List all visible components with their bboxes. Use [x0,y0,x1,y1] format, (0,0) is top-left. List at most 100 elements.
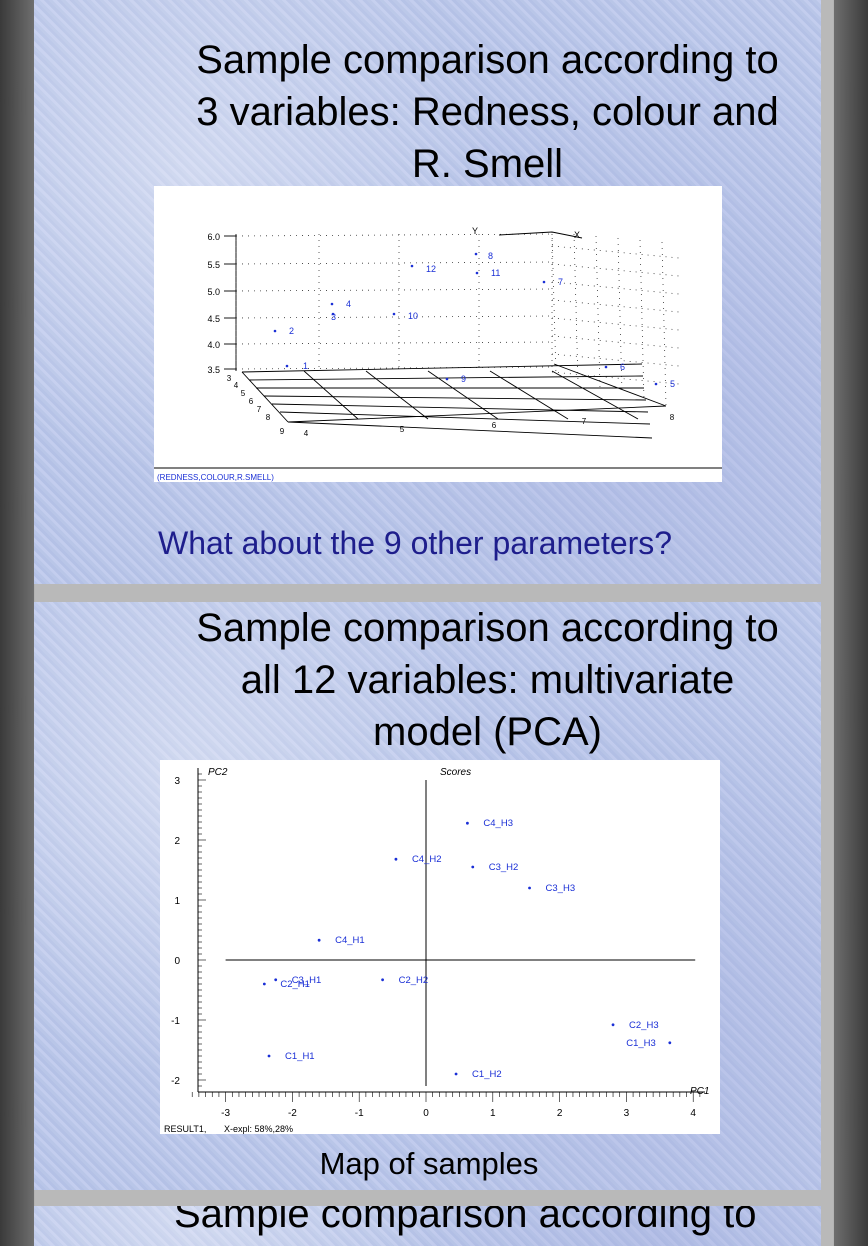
right-wall-horizontal [551,371,680,385]
plot-3d-point [330,302,334,306]
pca-point-label: C3_H3 [546,883,576,894]
plot-3d-point [542,280,546,284]
plot-3d-point [654,382,658,386]
plot-3d-point-label: 9 [461,374,466,384]
pca-x-tick-label: -3 [221,1108,230,1119]
pca-y-tick-label: -2 [171,1076,180,1087]
pca-point-label: C1_H1 [285,1051,315,1062]
pca-point [611,1023,615,1027]
right-top-edge [551,231,583,239]
plot-3d-point [475,271,479,275]
pca-point [262,982,266,986]
floor-front-edge [287,405,667,423]
depth-tick-label: 3 [227,374,232,383]
pca-x-tick-label: 0 [423,1108,429,1119]
plot-3d-point [285,364,289,368]
pca-footer-explained: X-expl: 58%,28% [224,1124,293,1134]
pca-y-tick-label: 0 [174,956,180,967]
pca-point-label: C3_H1 [292,975,322,986]
pca-point [466,821,469,825]
z-tick-label: 4.5 [207,314,220,324]
plot-3d-point [273,329,277,333]
z-gridline [235,315,555,319]
plot-3d-point-label: 10 [408,311,418,321]
slide1-title-line3: R. Smell [411,142,564,186]
plot-3d: 6.0 5.5 5.0 4.5 4.0 3.5 Y X 3 4 5 6 7 8 9 4 5 6 7 8 (REDNESS… [154,186,722,482]
depth-tick-label: 9 [280,427,285,436]
right-wall-horizontal [551,245,680,259]
pca-point [394,857,398,861]
axis-y-label: Y [472,226,478,236]
pca-point-label: C1_H2 [472,1069,502,1080]
plot-3d-point-label: 3 [331,312,336,322]
pca-point-label: C3_H2 [489,862,519,873]
depth-tick-label: 6 [249,397,254,406]
floor-gridline [248,375,644,381]
pca-point [454,1072,458,1076]
pca-title: Scores [440,767,471,778]
plot-3d-point-label: 12 [426,264,436,274]
pca-scores-svg: 3 2 1 0 -1 -2 -3 -2 -1 0 1 2 3 4 PC2 Scores PC1 RESULT1, X… [164,767,709,1134]
right-wall-vertical [595,235,601,389]
plot-3d-point [445,377,449,381]
plot-3d-point-label: 6 [620,362,625,372]
slide3-title-fragment: Sample comparison according to [174,1206,757,1236]
plot-3d-point-label: 5 [670,379,675,389]
z-gridline [235,261,555,265]
right-wall-horizontal [551,281,680,295]
z-tick-label: 6.0 [207,232,220,242]
right-wall-vertical [573,233,579,383]
z-tick-label: 4.0 [207,340,220,350]
depth-tick-label: 4 [234,381,239,390]
plot-3d-point-label: 2 [289,326,294,336]
slide-next-partial: Sample comparison according to [34,1206,821,1246]
floor-gridline [287,421,653,439]
x-tick-label: 7 [582,417,587,426]
pca-footer-label: RESULT1, [164,1124,206,1134]
pca-y-tick-label: 1 [174,896,180,907]
pca-xlabel: PC1 [690,1086,709,1097]
pca-point [267,1054,271,1058]
plot-3d-point-label: 7 [558,277,563,287]
right-wall-vertical [551,231,557,377]
floor-gridline [263,395,647,401]
x-tick-label: 6 [492,421,497,430]
pca-x-tick-label: -2 [288,1108,297,1119]
depth-tick-label: 8 [266,413,271,422]
pca-point [274,978,278,982]
pca-point-label: C1_H3 [626,1038,656,1049]
floor-depth-line [427,370,499,420]
right-wall-horizontal [551,263,680,277]
question-text: What about the 9 other parameters? [158,525,673,561]
plot-3d-point [604,365,608,369]
plot-3d-point-label: 8 [488,251,493,261]
plot-3d-point-label: 4 [346,299,351,309]
slide2-title-line2: all 12 variables: multivariate [240,658,735,702]
floor-depth-line [303,370,359,420]
pca-point [668,1041,672,1045]
floor-depth-line [551,370,639,420]
slide1-title-line2: 3 variables: Redness, colour and [196,90,779,134]
floor-depth-line [489,370,569,420]
z-tick-label: 5.0 [207,287,220,297]
back-top-edge [498,231,553,236]
pca-point [528,886,531,890]
depth-tick-label: 5 [241,389,246,398]
pca-scores-chart: 3 2 1 0 -1 -2 -3 -2 -1 0 1 2 3 4 PC2 Scores PC1 RESULT1, X… [160,760,720,1134]
right-wall-vertical [661,241,667,407]
pca-x-tick-label: -1 [355,1108,364,1119]
depth-tick-label: 7 [257,405,262,414]
pca-x-tick-label: 1 [490,1108,496,1119]
pca-x-tick-label: 2 [557,1108,563,1119]
floor-depth-line [365,370,429,420]
pca-y-tick-label: 3 [174,776,180,787]
pca-point-label: C2_H2 [399,975,429,986]
right-wall-horizontal [551,317,680,331]
pca-point-label: C4_H2 [412,854,442,865]
slide-pca: Sample comparison according to all 12 va… [34,602,821,1190]
right-wall-horizontal [551,335,680,349]
plot-3d-footer-label: (REDNESS,COLOUR,R.SMELL) [157,473,274,482]
pca-point [471,865,475,869]
z-tick-label: 3.5 [207,365,220,375]
